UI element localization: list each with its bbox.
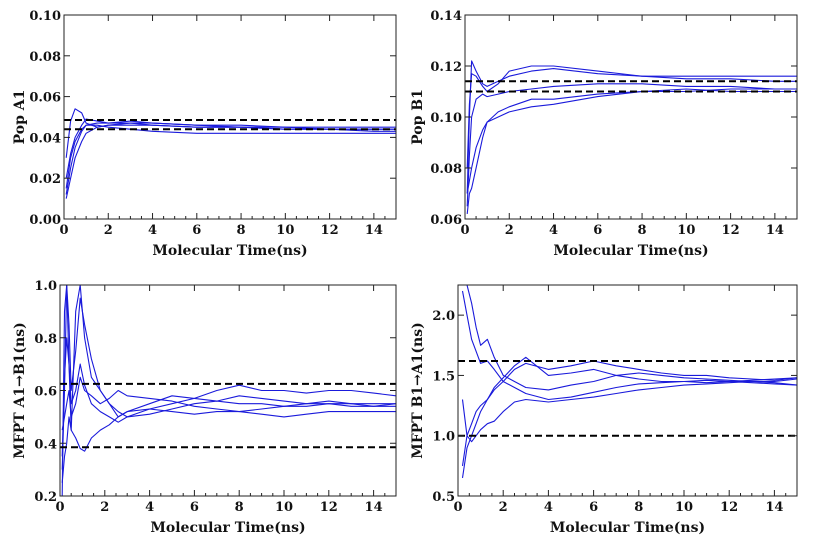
x-tick-label: 2 xyxy=(499,500,508,515)
y-tick-label: 0.10 xyxy=(430,111,462,126)
y-tick-label: 0.06 xyxy=(430,213,462,228)
series-line-3 xyxy=(61,376,396,431)
x-tick-label: 10 xyxy=(675,500,693,515)
y-tick-label: 0.8 xyxy=(34,332,57,347)
x-tick-label: 10 xyxy=(677,223,695,238)
x-tick-label: 14 xyxy=(365,223,383,238)
x-tick-label: 10 xyxy=(276,223,294,238)
plot-frame xyxy=(63,14,397,220)
series-line-2 xyxy=(65,120,396,195)
y-tick-label: 0.10 xyxy=(29,9,61,24)
y-axis-title: Pop B1 xyxy=(410,89,426,145)
x-tick-label: 8 xyxy=(634,500,643,515)
panel-mfpt-a1-b1: 0 2 4 6 8 10 12 14 0.2 0.4 0.6 0.8 1.0 Molecular Time… xyxy=(12,279,397,536)
x-axis-title: Molecular Time(ns) xyxy=(550,520,705,536)
x-tick-label: 6 xyxy=(190,500,199,515)
y-tick-label: 0.6 xyxy=(34,385,57,400)
series-line-1 xyxy=(61,285,396,496)
y-tick-label: 0.00 xyxy=(29,213,61,228)
x-tick-label: 4 xyxy=(544,500,553,515)
x-axis-title: Molecular Time(ns) xyxy=(150,520,305,536)
x-tick-label: 8 xyxy=(638,223,647,238)
y-axis-title: MFPT B1→A1(ns) xyxy=(410,322,426,458)
x-tick-label: 0 xyxy=(460,223,469,238)
x-tick-label: 2 xyxy=(104,223,113,238)
series-line-4 xyxy=(65,124,396,189)
series-line-2 xyxy=(461,290,797,401)
x-tick-label: 12 xyxy=(320,500,338,515)
y-tick-label: 0.02 xyxy=(29,172,61,187)
x-tick-label: 14 xyxy=(365,500,383,515)
x-tick-label: 10 xyxy=(275,500,293,515)
panel-pop-b1: 0 2 4 6 8 10 12 14 0.06 0.08 0.10 0.12 0.14 Molecular… xyxy=(410,9,798,259)
y-tick-label: 0.2 xyxy=(34,490,57,505)
y-tick-label: 1.5 xyxy=(432,369,455,384)
x-tick-label: 8 xyxy=(235,500,244,515)
y-tick-label: 0.06 xyxy=(29,91,61,106)
y-tick-label: 1.0 xyxy=(432,430,455,445)
y-axis-title: Pop A1 xyxy=(12,90,28,145)
x-tick-label: 0 xyxy=(55,500,64,515)
series-line-1 xyxy=(466,60,797,194)
series-line-1 xyxy=(462,285,797,391)
series-line-5 xyxy=(466,88,797,214)
series-line-2 xyxy=(466,65,797,169)
plot-frame xyxy=(464,14,798,220)
y-tick-label: 0.5 xyxy=(432,490,455,505)
x-axis-title: Molecular Time(ns) xyxy=(152,243,307,259)
y-tick-label: 0.4 xyxy=(34,437,57,452)
panel-pop-a1: 0 2 4 6 8 10 12 14 0.00 0.02 0.04 0.06 0.08 0.10 Molec… xyxy=(12,9,397,259)
x-tick-label: 2 xyxy=(100,500,109,515)
x-tick-label: 12 xyxy=(321,223,339,238)
x-tick-label: 8 xyxy=(237,223,246,238)
x-tick-label: 2 xyxy=(505,223,514,238)
series-line-5 xyxy=(461,356,797,466)
y-tick-label: 0.08 xyxy=(29,50,61,65)
y-tick-label: 2.0 xyxy=(432,309,455,324)
x-tick-label: 6 xyxy=(593,223,602,238)
x-tick-label: 4 xyxy=(148,223,157,238)
y-tick-label: 1.0 xyxy=(34,279,57,294)
y-tick-label: 0.08 xyxy=(430,162,462,177)
plot-frame xyxy=(457,284,798,497)
series-line-3 xyxy=(466,83,797,207)
x-tick-label: 14 xyxy=(766,223,784,238)
series-line-5 xyxy=(61,337,396,457)
x-tick-label: 4 xyxy=(549,223,558,238)
x-tick-label: 12 xyxy=(720,500,738,515)
y-tick-label: 0.14 xyxy=(430,9,462,24)
panel-mfpt-b1-a1: 0 2 4 6 8 10 12 14 0.5 1.0 1.5 2.0 Molecular Time(ns… xyxy=(410,284,798,536)
series-line-2 xyxy=(61,285,396,470)
x-tick-label: 4 xyxy=(145,500,154,515)
series-line-4 xyxy=(61,408,396,483)
y-axis-title: MFPT A1→B1(ns) xyxy=(12,322,28,458)
series-line-3 xyxy=(65,124,396,199)
x-tick-label: 14 xyxy=(765,500,783,515)
series-line-4 xyxy=(461,380,797,443)
y-tick-label: 0.04 xyxy=(29,131,61,146)
x-tick-label: 6 xyxy=(589,500,598,515)
x-tick-label: 0 xyxy=(453,500,462,515)
series-line-5 xyxy=(65,118,396,179)
series-line-3 xyxy=(461,360,797,478)
x-tick-label: 0 xyxy=(59,223,68,238)
x-axis-title: Molecular Time(ns) xyxy=(553,243,708,259)
x-tick-label: 6 xyxy=(192,223,201,238)
y-tick-label: 0.12 xyxy=(430,60,462,75)
x-tick-label: 12 xyxy=(722,223,740,238)
